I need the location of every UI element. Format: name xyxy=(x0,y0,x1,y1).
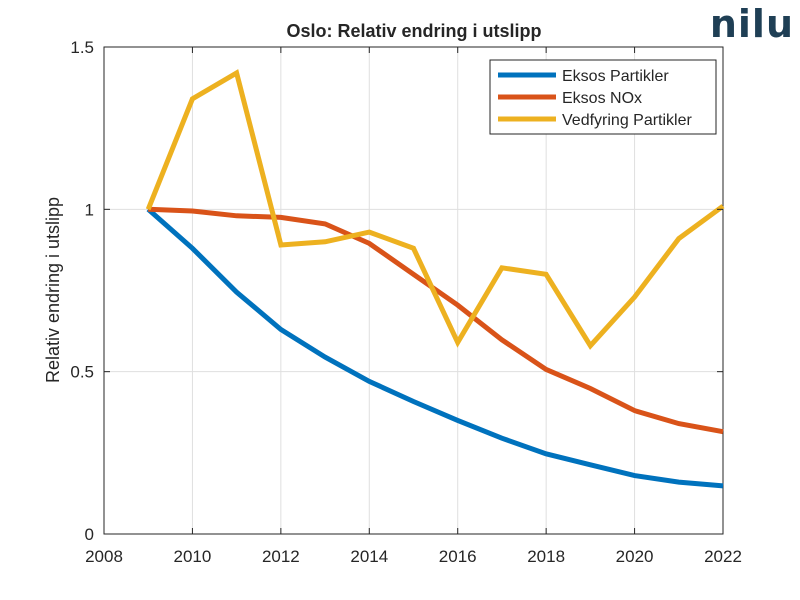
series-line-1 xyxy=(146,207,724,489)
series-line-3 xyxy=(145,69,725,350)
x-tick-label: 2008 xyxy=(85,547,123,566)
y-tick-label: 0 xyxy=(85,525,94,544)
legend-label: Eksos NOx xyxy=(562,90,642,107)
x-tick-label: 2012 xyxy=(262,547,300,566)
legend-label: Eksos Partikler xyxy=(562,68,669,85)
series-line-2 xyxy=(148,206,724,435)
legend: Eksos Partikler Eksos NOx Vedfyring Partik… xyxy=(489,59,717,135)
y-tick-label: 0.5 xyxy=(70,363,94,382)
x-tick-label: 2022 xyxy=(704,547,742,566)
nilu-logo: nilu xyxy=(709,2,794,46)
ticks: 2008 2010 2012 2014 2016 2018 2020 2022 0 0.5 1 1.5 xyxy=(70,38,742,566)
series-layer xyxy=(145,69,725,489)
axes-box xyxy=(103,46,724,535)
legend-label: Vedfyring Partikler xyxy=(562,112,693,129)
x-tick-label: 2020 xyxy=(616,547,654,566)
y-tick-label: 1.5 xyxy=(70,38,94,57)
x-tick-label: 2010 xyxy=(174,547,212,566)
x-tick-label: 2018 xyxy=(527,547,565,566)
chart-title: Oslo: Relativ endring i utslipp xyxy=(286,21,541,41)
x-tick-label: 2016 xyxy=(439,547,477,566)
x-tick-label: 2014 xyxy=(350,547,388,566)
y-axis-label: Relativ endring i utslipp xyxy=(43,197,63,383)
y-tick-label: 1 xyxy=(85,200,94,219)
